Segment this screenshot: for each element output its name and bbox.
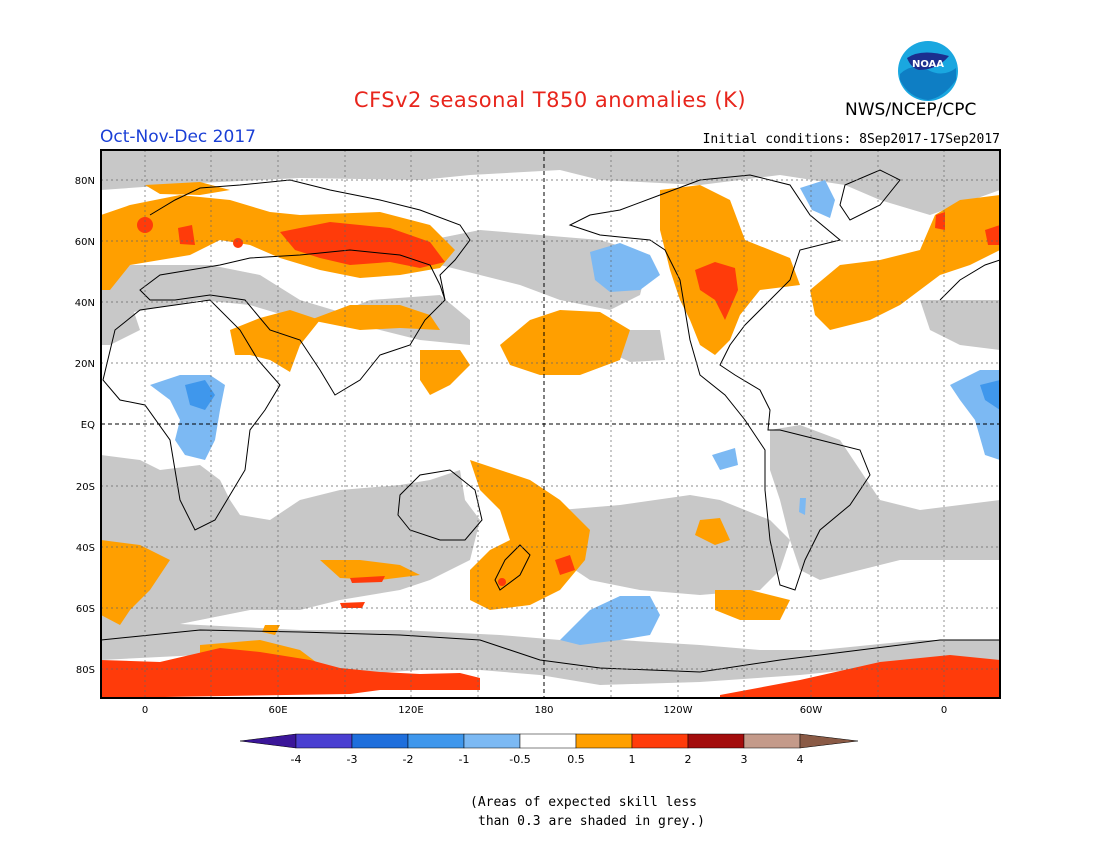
organization-label: NWS/NCEP/CPC <box>845 100 977 120</box>
coastlines <box>101 169 1000 673</box>
strong-positive-anomaly-areas <box>101 212 1000 698</box>
colorbar-label: 0.5 <box>567 753 585 766</box>
map-title: CFSv2 seasonal T850 anomalies (K) <box>353 88 747 112</box>
lon-label: 0 <box>941 705 947 716</box>
colorbar-segment <box>687 733 745 749</box>
lat-label: 40N <box>75 298 95 309</box>
colorbar-segment <box>295 733 353 749</box>
positive-anomaly-areas <box>101 182 1000 665</box>
colorbar-label: 3 <box>741 753 748 766</box>
lon-label: 120W <box>664 705 693 716</box>
color-bar: -4 -3 -2 -1 -0.5 0.5 1 2 3 4 <box>239 733 859 766</box>
lat-label: 80S <box>76 665 95 676</box>
lon-label: 120E <box>398 705 423 716</box>
skill-note-line: than 0.3 are shaded in grey.) <box>478 814 705 829</box>
colorbar-label: -4 <box>291 753 302 766</box>
longitude-labels: 0 60E 120E 180 120W 60W 0 <box>142 705 947 716</box>
colorbar-label: 1 <box>629 753 636 766</box>
colorbar-label: 2 <box>685 753 692 766</box>
colorbar-label: -2 <box>403 753 414 766</box>
colorbar-segment <box>407 733 465 749</box>
lon-label: 60W <box>800 705 823 716</box>
colorbar-label: -0.5 <box>509 753 530 766</box>
colorbar-segment <box>351 733 409 749</box>
noaa-logo: NOAA <box>897 40 959 106</box>
colorbar-segment <box>519 733 577 749</box>
lat-label: 60N <box>75 237 95 248</box>
skill-note: (Areas of expected skill less than 0.3 a… <box>470 793 705 831</box>
colorbar-label: 4 <box>797 753 804 766</box>
colorbar-label: -1 <box>459 753 470 766</box>
graticule <box>101 150 1000 698</box>
colorbar-max-arrow <box>799 733 859 749</box>
map-frame <box>100 149 1001 699</box>
anomaly-shading <box>101 150 1000 698</box>
skill-note-line: (Areas of expected skill less <box>470 795 697 810</box>
colorbar-label: -3 <box>347 753 358 766</box>
colorbar-segment <box>463 733 521 749</box>
lat-label: 60S <box>76 604 95 615</box>
logo-text: NOAA <box>912 59 944 70</box>
lat-label: 20N <box>75 359 95 370</box>
colorbar-segment <box>743 733 801 749</box>
lat-label: EQ <box>81 420 95 431</box>
lon-label: 0 <box>142 705 148 716</box>
season-label: Oct-Nov-Dec 2017 <box>100 127 256 147</box>
moderate-negative-anomaly-areas <box>185 380 1000 410</box>
lat-label: 20S <box>76 482 95 493</box>
lat-label: 80N <box>75 176 95 187</box>
lon-label: 180 <box>534 705 553 716</box>
lat-label: 40S <box>76 543 95 554</box>
colorbar-segment <box>631 733 689 749</box>
initial-conditions-label: Initial conditions: 8Sep2017-17Sep2017 <box>702 132 1000 147</box>
lon-label: 60E <box>268 705 287 716</box>
colorbar-segment <box>575 733 633 749</box>
latitude-labels: 80N 60N 40N 20N EQ 20S 40S 60S 80S <box>75 176 95 676</box>
colorbar-min-arrow <box>239 733 297 749</box>
